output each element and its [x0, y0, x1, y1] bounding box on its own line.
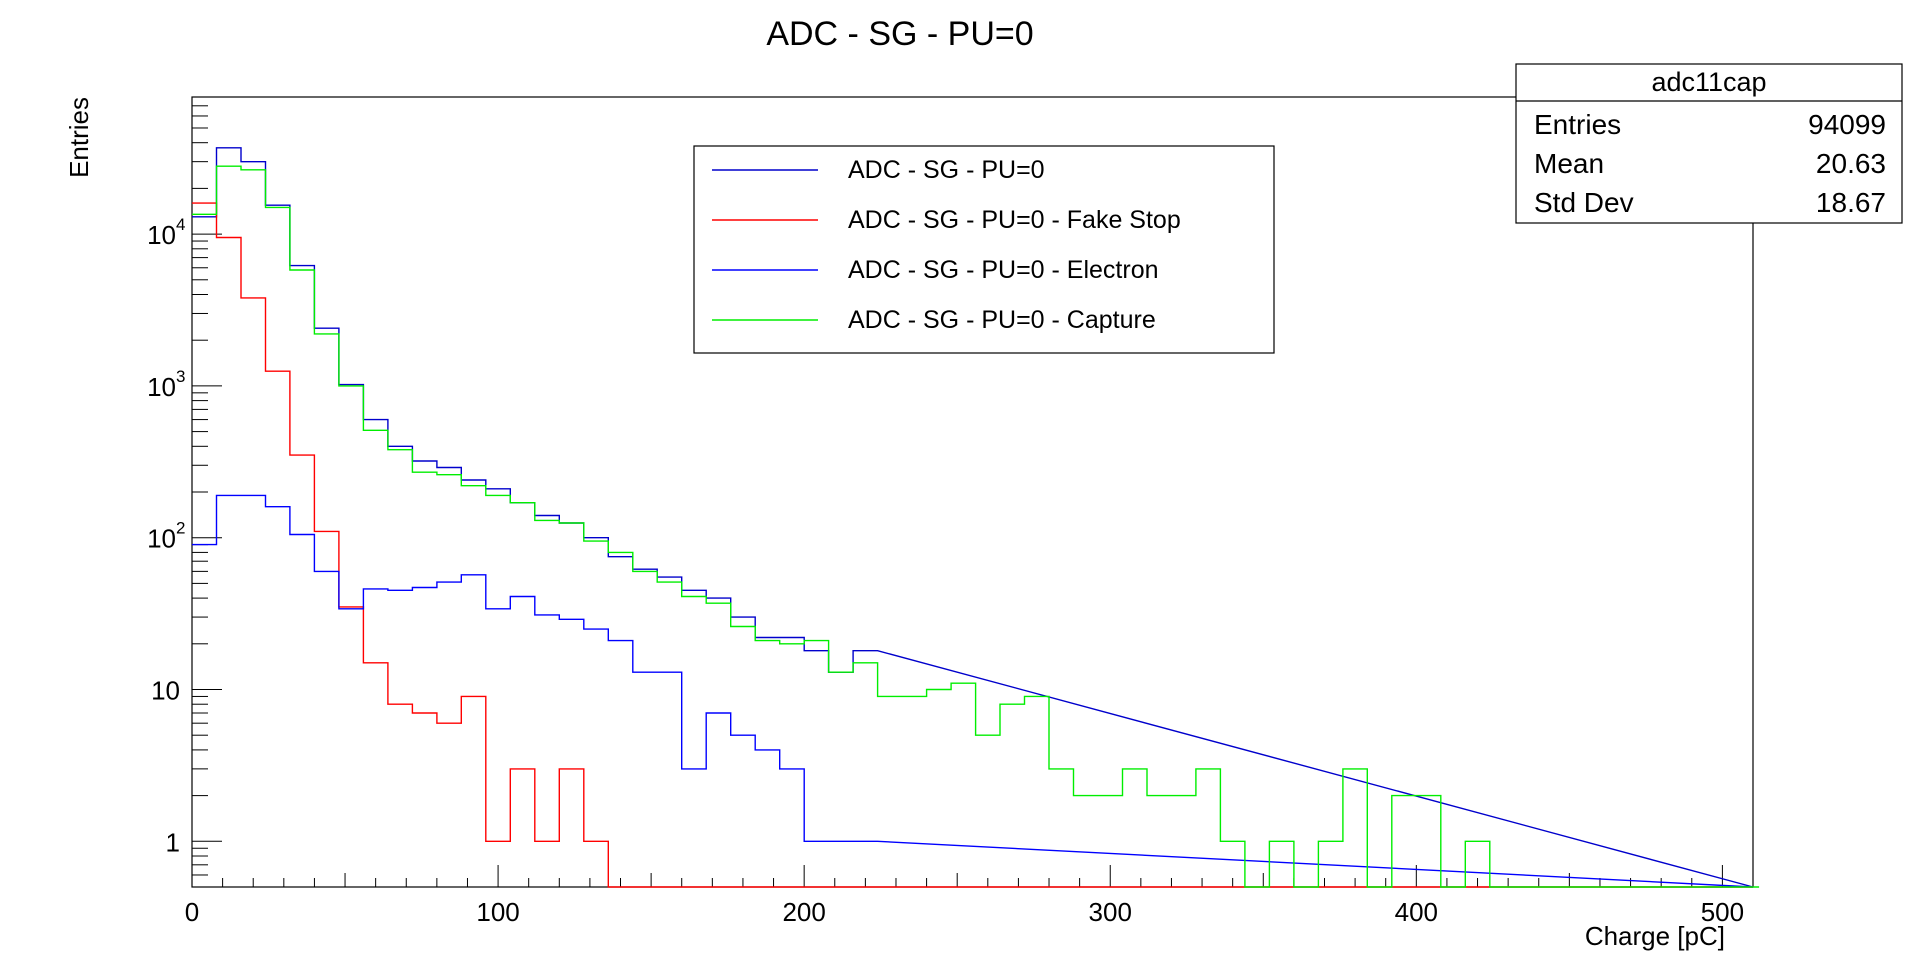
x-tick-label: 100: [476, 897, 519, 927]
stats-row-value: 94099: [1808, 109, 1886, 140]
x-tick-label: 500: [1701, 897, 1744, 927]
stats-row-value: 18.67: [1816, 187, 1886, 218]
stats-row-value: 20.63: [1816, 148, 1886, 179]
stats-row-label: Entries: [1534, 109, 1621, 140]
y-axis-label: Entries: [64, 97, 94, 178]
y-tick-label: 10: [147, 372, 176, 402]
x-axis-label: Charge [pC]: [1585, 921, 1725, 951]
legend-entry-label: ADC - SG - PU=0 - Capture: [848, 306, 1156, 334]
stats-frame: [1515, 63, 1903, 224]
stats-name: adc11cap: [1651, 67, 1766, 97]
y-tick-label: 1: [166, 827, 180, 857]
y-tick-label: 10: [147, 220, 176, 250]
series-line-3: [192, 165, 1760, 888]
y-tick-label: 10: [151, 676, 180, 706]
y-tick-exponent: 2: [176, 519, 185, 538]
series-line-2: [192, 494, 1754, 888]
legend: ADC - SG - PU=0 ADC - SG - PU=0 - Fake St…: [693, 145, 1275, 354]
legend-entry-label: ADC - SG - PU=0 - Fake Stop: [848, 206, 1181, 234]
x-tick-label: 400: [1395, 897, 1438, 927]
legend-entry-label: ADC - SG - PU=0 - Electron: [848, 256, 1159, 284]
y-tick-label: 10: [147, 524, 176, 554]
y-tick-exponent: 3: [176, 367, 185, 386]
x-tick-label: 0: [185, 897, 199, 927]
series-line-1: [192, 202, 1753, 888]
legend-entry-label: ADC - SG - PU=0: [848, 156, 1045, 184]
y-tick-exponent: 4: [176, 215, 185, 234]
stats-box: adc11cap Entries 94099 Mean 20.63 Std Dev 18.6…: [1515, 63, 1903, 224]
x-tick-label: 300: [1089, 897, 1132, 927]
stats-row-label: Std Dev: [1534, 187, 1634, 218]
x-tick-label: 200: [782, 897, 825, 927]
stats-row-label: Mean: [1534, 148, 1604, 179]
chart-title: ADC - SG - PU=0: [766, 15, 1033, 53]
legend-box: [693, 145, 1275, 354]
